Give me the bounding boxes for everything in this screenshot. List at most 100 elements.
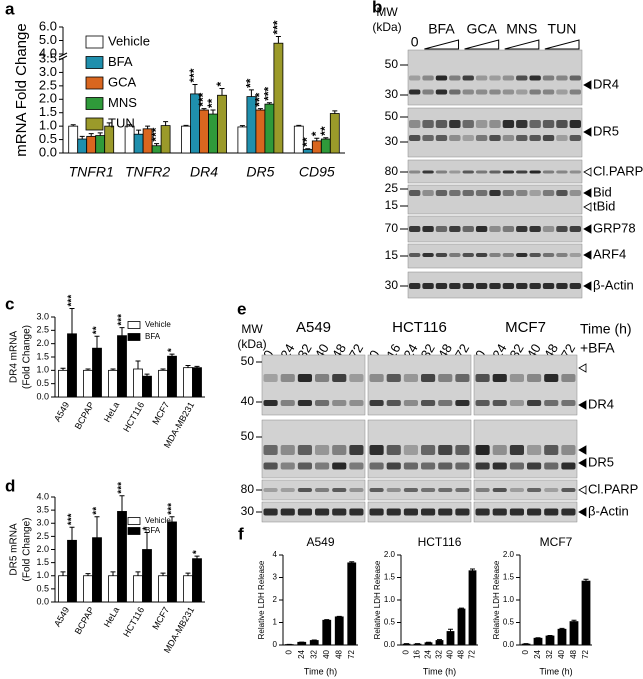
y-axis-label: DR5 mRNA	[9, 523, 20, 576]
x-tick-label: DR5	[246, 164, 274, 180]
target-label: DR5	[588, 454, 614, 469]
x-tick-label: 48	[334, 649, 343, 658]
blot-band	[349, 400, 364, 406]
significance-label: ***	[149, 127, 163, 141]
blot-band	[544, 400, 559, 406]
blot-band	[475, 283, 488, 289]
bar	[569, 621, 579, 646]
blot-band	[386, 488, 401, 492]
blot-arrow	[583, 188, 592, 198]
treatment-label: +BFA	[580, 340, 615, 356]
bar	[446, 631, 455, 646]
blot-band	[569, 135, 581, 141]
chart-title: HCT116	[418, 535, 462, 549]
significance-label: **	[205, 98, 219, 108]
blot-band	[455, 445, 470, 455]
blot-band	[435, 226, 448, 232]
legend-swatch	[85, 56, 104, 69]
x-axis-label: Time (h)	[539, 666, 572, 676]
y-axis-label: Relative LDH Release	[257, 560, 266, 639]
y-tick-label: 0.5	[384, 618, 396, 627]
dose-wedge	[504, 39, 540, 50]
legend-label: BFA	[145, 526, 161, 535]
blot-arrow	[578, 507, 587, 517]
blot-band	[489, 135, 501, 141]
bar	[67, 539, 77, 603]
x-tick-label: 16	[413, 649, 422, 658]
error-bar	[559, 627, 565, 630]
blot-band	[386, 462, 401, 470]
blot-band	[449, 170, 461, 174]
x-axis-label: Time (h)	[423, 666, 456, 676]
blot-band	[435, 75, 448, 81]
bar	[264, 103, 275, 154]
x-tick-label: TNFR1	[69, 164, 114, 180]
group-label: HCT116	[392, 319, 447, 336]
blot-strip	[407, 184, 583, 215]
blot-band	[516, 190, 528, 196]
blot-band	[297, 374, 312, 382]
blot-band	[475, 374, 490, 382]
lane-label: TUN	[548, 21, 577, 37]
blot-band	[435, 253, 448, 257]
y-tick-label: 1.5	[36, 351, 49, 361]
blot-band	[409, 283, 421, 289]
x-tick-label: HeLa	[102, 605, 121, 629]
blot-band	[569, 253, 581, 257]
x-tick-label: 72	[468, 649, 477, 658]
blot-band	[502, 89, 515, 95]
y-tick-label: 2.0	[36, 338, 49, 348]
blot-band	[455, 508, 470, 516]
blot-band	[516, 253, 528, 257]
error-bar	[88, 133, 94, 137]
target-label: β-Actin	[588, 503, 629, 518]
error-bar	[219, 88, 225, 96]
legend-swatch	[127, 321, 141, 329]
blot-strip	[367, 354, 472, 416]
significance-label: ***	[117, 314, 128, 326]
error-bar	[248, 89, 254, 97]
blot-band	[422, 283, 434, 289]
mw-title: MW	[376, 5, 398, 19]
blot-band	[315, 445, 330, 455]
blot-band	[544, 462, 559, 470]
error-bar	[323, 137, 329, 140]
blot-band	[349, 462, 364, 470]
bar	[192, 367, 202, 398]
bar	[142, 375, 152, 398]
bar	[297, 641, 307, 646]
blot-band	[403, 400, 418, 406]
blot-band	[502, 135, 515, 141]
bar	[347, 562, 357, 646]
y-axis-label: Relative LDH Release	[373, 560, 382, 639]
y-tick-label: 0.5	[503, 618, 515, 627]
y-tick-label: 3	[273, 573, 278, 582]
bar	[557, 628, 567, 646]
mw-marker: 50	[385, 109, 399, 123]
significance-label: *	[214, 82, 228, 87]
blot-band	[263, 400, 278, 406]
mw-marker: 50	[385, 57, 399, 71]
error-bar	[94, 335, 100, 349]
blot-band	[509, 400, 524, 406]
error-bar	[144, 373, 150, 377]
blot-band	[542, 135, 555, 141]
y-tick-label: 1.5	[36, 557, 49, 567]
error-bar	[437, 639, 442, 641]
blot-band	[561, 462, 576, 470]
blot-band	[449, 253, 461, 257]
blot-band	[409, 170, 421, 174]
blot-band	[529, 135, 541, 141]
blot-band	[297, 400, 312, 406]
bar	[199, 109, 209, 154]
blot-band	[569, 170, 581, 174]
blot-band	[438, 508, 453, 516]
x-tick-label: MCF7	[150, 605, 171, 631]
y-tick-label: 1	[273, 618, 278, 627]
blot-band	[403, 374, 418, 382]
bar	[158, 575, 168, 603]
x-tick-label: CD95	[299, 164, 335, 180]
bar	[329, 113, 340, 154]
blot-band	[349, 488, 364, 492]
